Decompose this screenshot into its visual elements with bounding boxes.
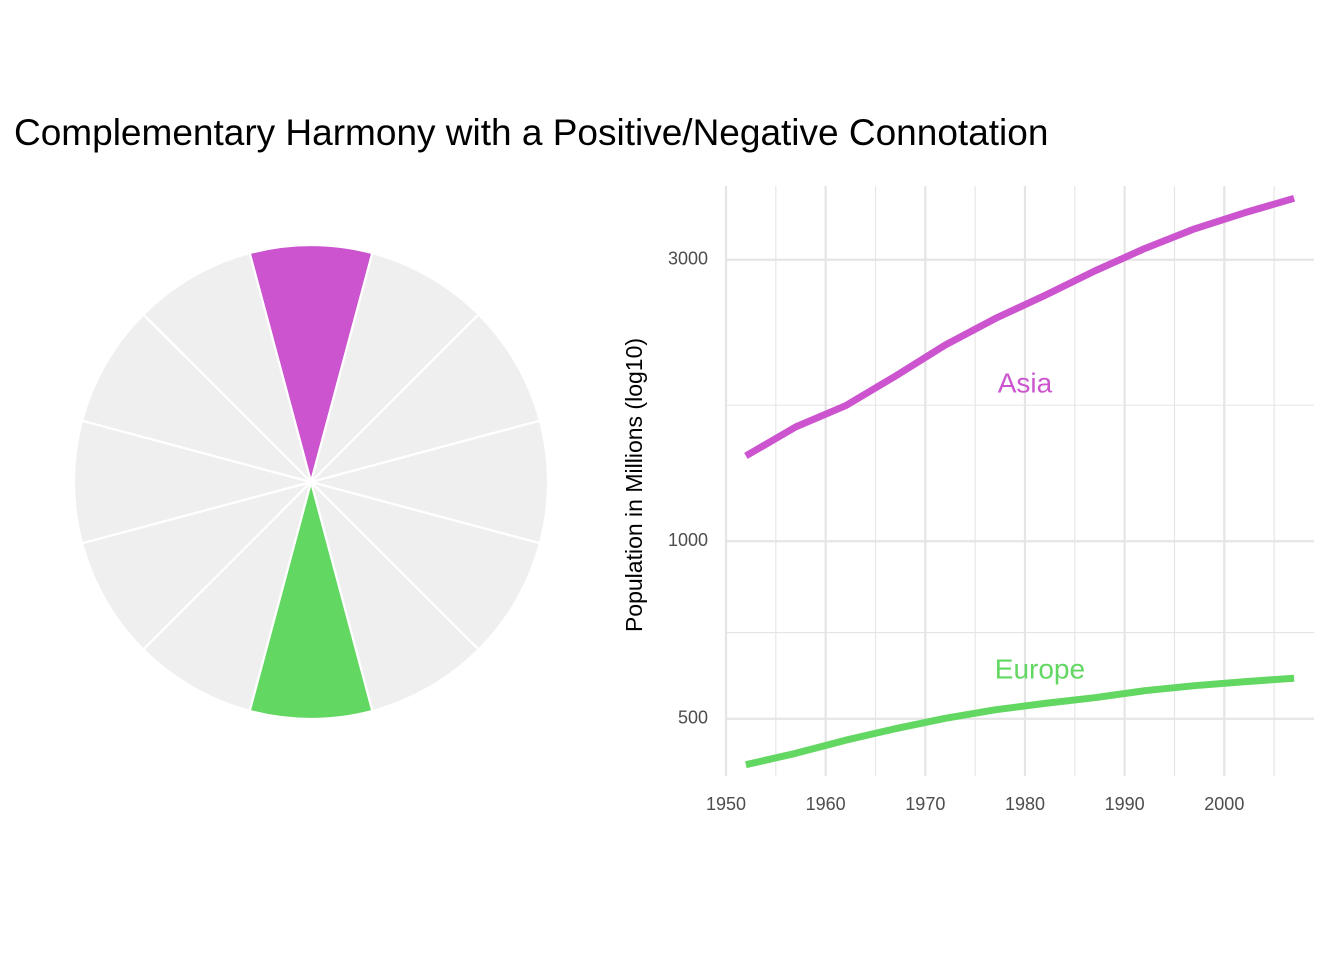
- pie-slice-5: [309, 480, 542, 651]
- y-axis-title: Population in Millions (log10): [621, 338, 647, 632]
- pie-slice-10: [72, 419, 313, 545]
- x-tick-label: 1970: [905, 794, 945, 814]
- series-label-asia: Asia: [998, 367, 1053, 398]
- pie-chart: [72, 243, 550, 721]
- pie-slice-11: [80, 313, 313, 484]
- x-tick-label: 1950: [706, 794, 746, 814]
- x-tick-label: 1980: [1005, 794, 1045, 814]
- x-axis-ticks: 1950 1960 1970 1980 1990 2000: [706, 794, 1244, 814]
- pie-slice-2: [309, 251, 480, 484]
- series-label-europe: Europe: [995, 654, 1085, 685]
- pie-slice-4: [309, 419, 550, 545]
- pie-slice-8: [142, 480, 313, 713]
- grid: [724, 186, 1314, 776]
- series-line-asia: [744, 194, 1296, 459]
- chart-title: Complementary Harmony with a Positive/Ne…: [14, 112, 1049, 153]
- y-tick-label: 3000: [668, 248, 708, 268]
- x-tick-label: 1960: [806, 794, 846, 814]
- pie-slice-7: [248, 480, 374, 721]
- y-axis-ticks: 500 1000 3000: [668, 248, 708, 727]
- pie-slice-9: [80, 480, 313, 651]
- series-lines: [744, 194, 1296, 769]
- pie-slice-6: [309, 480, 480, 713]
- series-line-europe: [745, 674, 1295, 769]
- y-tick-label: 500: [678, 708, 708, 728]
- pie-slice-12: [142, 251, 313, 484]
- y-tick-label: 1000: [668, 530, 708, 550]
- x-tick-label: 1990: [1105, 794, 1145, 814]
- series-labels: Asia Europe: [995, 367, 1085, 684]
- line-chart: Asia Europe 1950 1960 1970 1980 1990 2000 500 1…: [621, 186, 1314, 814]
- x-tick-label: 2000: [1204, 794, 1244, 814]
- pie-slice-1: [248, 243, 374, 484]
- pie-slice-3: [309, 313, 542, 484]
